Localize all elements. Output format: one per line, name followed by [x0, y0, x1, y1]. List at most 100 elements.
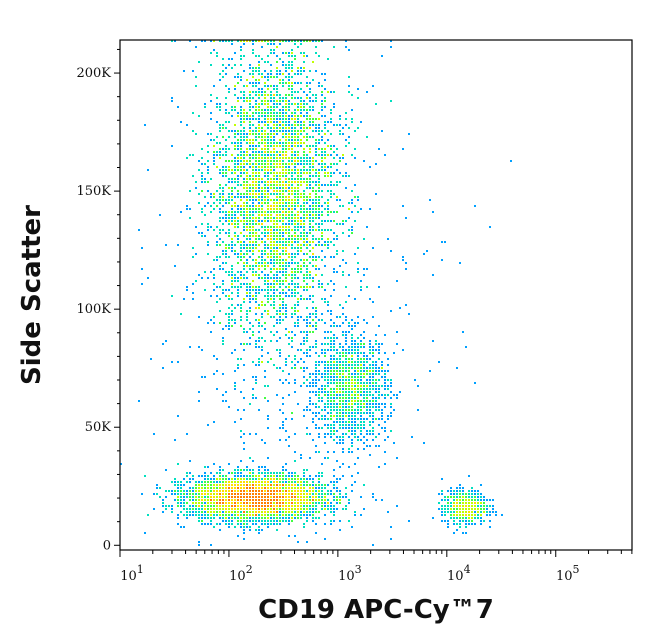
- density-bin: [324, 133, 326, 135]
- density-bin: [300, 163, 302, 165]
- density-bin: [315, 181, 317, 183]
- density-bin: [306, 469, 308, 471]
- density-bin: [318, 490, 320, 492]
- density-bin: [294, 172, 296, 174]
- density-bin: [213, 517, 215, 519]
- density-bin: [468, 520, 470, 522]
- density-bin: [309, 199, 311, 201]
- density-bin: [303, 109, 305, 111]
- density-bin: [171, 40, 173, 42]
- density-bin: [219, 238, 221, 240]
- density-bin: [222, 262, 224, 264]
- density-bin: [249, 115, 251, 117]
- density-bin: [345, 175, 347, 177]
- density-bin: [264, 232, 266, 234]
- density-bin: [228, 244, 230, 246]
- density-bin: [294, 223, 296, 225]
- density-bin: [183, 526, 185, 528]
- density-bin: [366, 385, 368, 387]
- density-bin: [285, 121, 287, 123]
- density-bin: [261, 496, 263, 498]
- density-bin: [330, 490, 332, 492]
- density-bin: [297, 40, 299, 42]
- density-bin: [270, 481, 272, 483]
- density-bin: [294, 40, 296, 42]
- density-bin: [312, 490, 314, 492]
- density-bin: [315, 160, 317, 162]
- density-bin: [351, 373, 353, 375]
- density-bin: [387, 418, 389, 420]
- density-bin: [336, 397, 338, 399]
- density-bin: [279, 349, 281, 351]
- density-bin: [252, 394, 254, 396]
- density-bin: [294, 193, 296, 195]
- density-bin: [219, 193, 221, 195]
- density-bin: [231, 199, 233, 201]
- density-bin: [294, 55, 296, 57]
- density-bin: [276, 172, 278, 174]
- density-bin: [351, 421, 353, 423]
- density-bin: [243, 409, 245, 411]
- density-bin: [279, 313, 281, 315]
- density-bin: [234, 490, 236, 492]
- density-bin: [246, 118, 248, 120]
- density-bin: [270, 121, 272, 123]
- density-bin: [339, 466, 341, 468]
- density-bin: [261, 214, 263, 216]
- density-bin: [267, 415, 269, 417]
- density-bin: [351, 424, 353, 426]
- density-bin: [237, 502, 239, 504]
- density-bin: [276, 202, 278, 204]
- density-bin: [306, 112, 308, 114]
- density-bin: [264, 142, 266, 144]
- density-bin: [375, 418, 377, 420]
- density-bin: [264, 262, 266, 264]
- density-bin: [240, 469, 242, 471]
- density-bin: [282, 106, 284, 108]
- density-bin: [396, 331, 398, 333]
- density-bin: [444, 499, 446, 501]
- density-bin: [273, 184, 275, 186]
- density-bin: [324, 220, 326, 222]
- density-bin: [255, 67, 257, 69]
- density-bin: [210, 478, 212, 480]
- density-bin: [261, 220, 263, 222]
- density-bin: [249, 82, 251, 84]
- density-bin: [291, 193, 293, 195]
- density-bin: [210, 481, 212, 483]
- density-bin: [330, 397, 332, 399]
- density-bin: [213, 373, 215, 375]
- density-bin: [261, 232, 263, 234]
- density-bin: [306, 55, 308, 57]
- density-bin: [333, 358, 335, 360]
- density-bin: [318, 163, 320, 165]
- density-bin: [309, 286, 311, 288]
- density-bin: [228, 64, 230, 66]
- density-bin: [300, 88, 302, 90]
- density-bin: [354, 418, 356, 420]
- density-bin: [357, 211, 359, 213]
- density-bin: [384, 385, 386, 387]
- density-bin: [261, 139, 263, 141]
- density-bin: [234, 76, 236, 78]
- density-bin: [225, 175, 227, 177]
- density-bin: [321, 373, 323, 375]
- density-bin: [249, 241, 251, 243]
- density-bin: [258, 265, 260, 267]
- density-bin: [213, 463, 215, 465]
- density-bin: [186, 511, 188, 513]
- density-bin: [234, 145, 236, 147]
- density-bin: [216, 370, 218, 372]
- density-bin: [240, 523, 242, 525]
- density-bin: [273, 142, 275, 144]
- density-bin: [231, 484, 233, 486]
- density-bin: [351, 229, 353, 231]
- density-bin: [330, 520, 332, 522]
- density-bin: [255, 433, 257, 435]
- density-bin: [273, 301, 275, 303]
- density-bin: [474, 511, 476, 513]
- density-bin: [252, 175, 254, 177]
- density-bin: [390, 406, 392, 408]
- density-bin: [261, 181, 263, 183]
- density-bin: [255, 241, 257, 243]
